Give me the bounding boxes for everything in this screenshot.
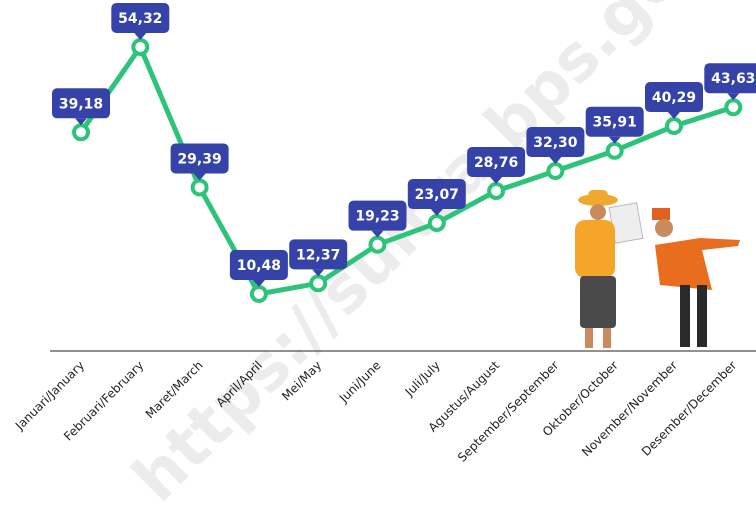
x-tick-label: September/September	[455, 358, 562, 465]
value-label-text: 28,76	[474, 155, 518, 171]
value-label: 10,48	[230, 250, 288, 287]
value-label-text: 10,48	[237, 258, 281, 274]
value-label-text: 23,07	[415, 187, 459, 203]
data-point	[608, 144, 622, 158]
data-point	[371, 238, 385, 252]
value-label-text: 19,23	[355, 209, 399, 225]
value-label-text: 43,63	[711, 71, 755, 87]
illustration	[575, 190, 740, 348]
value-label-text: 29,39	[177, 151, 221, 167]
data-point	[489, 184, 503, 198]
value-label-text: 40,29	[652, 90, 696, 106]
value-label: 40,29	[645, 82, 703, 119]
value-label-pointer	[727, 93, 739, 100]
value-label-text: 12,37	[296, 247, 340, 263]
data-point	[252, 287, 266, 301]
value-label-pointer	[134, 33, 146, 40]
data-point	[193, 180, 207, 194]
value-label-text: 35,91	[593, 115, 637, 131]
x-tick-label: November/November	[579, 358, 680, 459]
value-label-text: 54,32	[118, 11, 162, 27]
data-point	[430, 216, 444, 230]
data-point	[74, 125, 88, 139]
value-label: 43,63	[704, 63, 756, 100]
x-tick-label: Juni/June	[336, 358, 384, 406]
value-label-text: 32,30	[533, 135, 578, 151]
value-label: 54,32	[111, 3, 169, 40]
value-label-pointer	[609, 137, 621, 144]
value-label: 32,30	[526, 127, 584, 164]
x-tick-label: Juli/July	[402, 358, 443, 399]
data-point	[311, 276, 325, 290]
value-label: 39,18	[52, 88, 110, 125]
value-label-pointer	[668, 112, 680, 119]
value-label-pointer	[549, 157, 561, 164]
data-point	[133, 40, 147, 54]
data-point	[548, 164, 562, 178]
data-point	[667, 119, 681, 133]
value-label-text: 39,18	[59, 96, 103, 112]
chart: https://sultra.bps.go.id 39,18Januari/Ja…	[0, 0, 756, 516]
value-label: 35,91	[586, 107, 644, 144]
value-label: 29,39	[171, 143, 229, 180]
data-point	[726, 100, 740, 114]
